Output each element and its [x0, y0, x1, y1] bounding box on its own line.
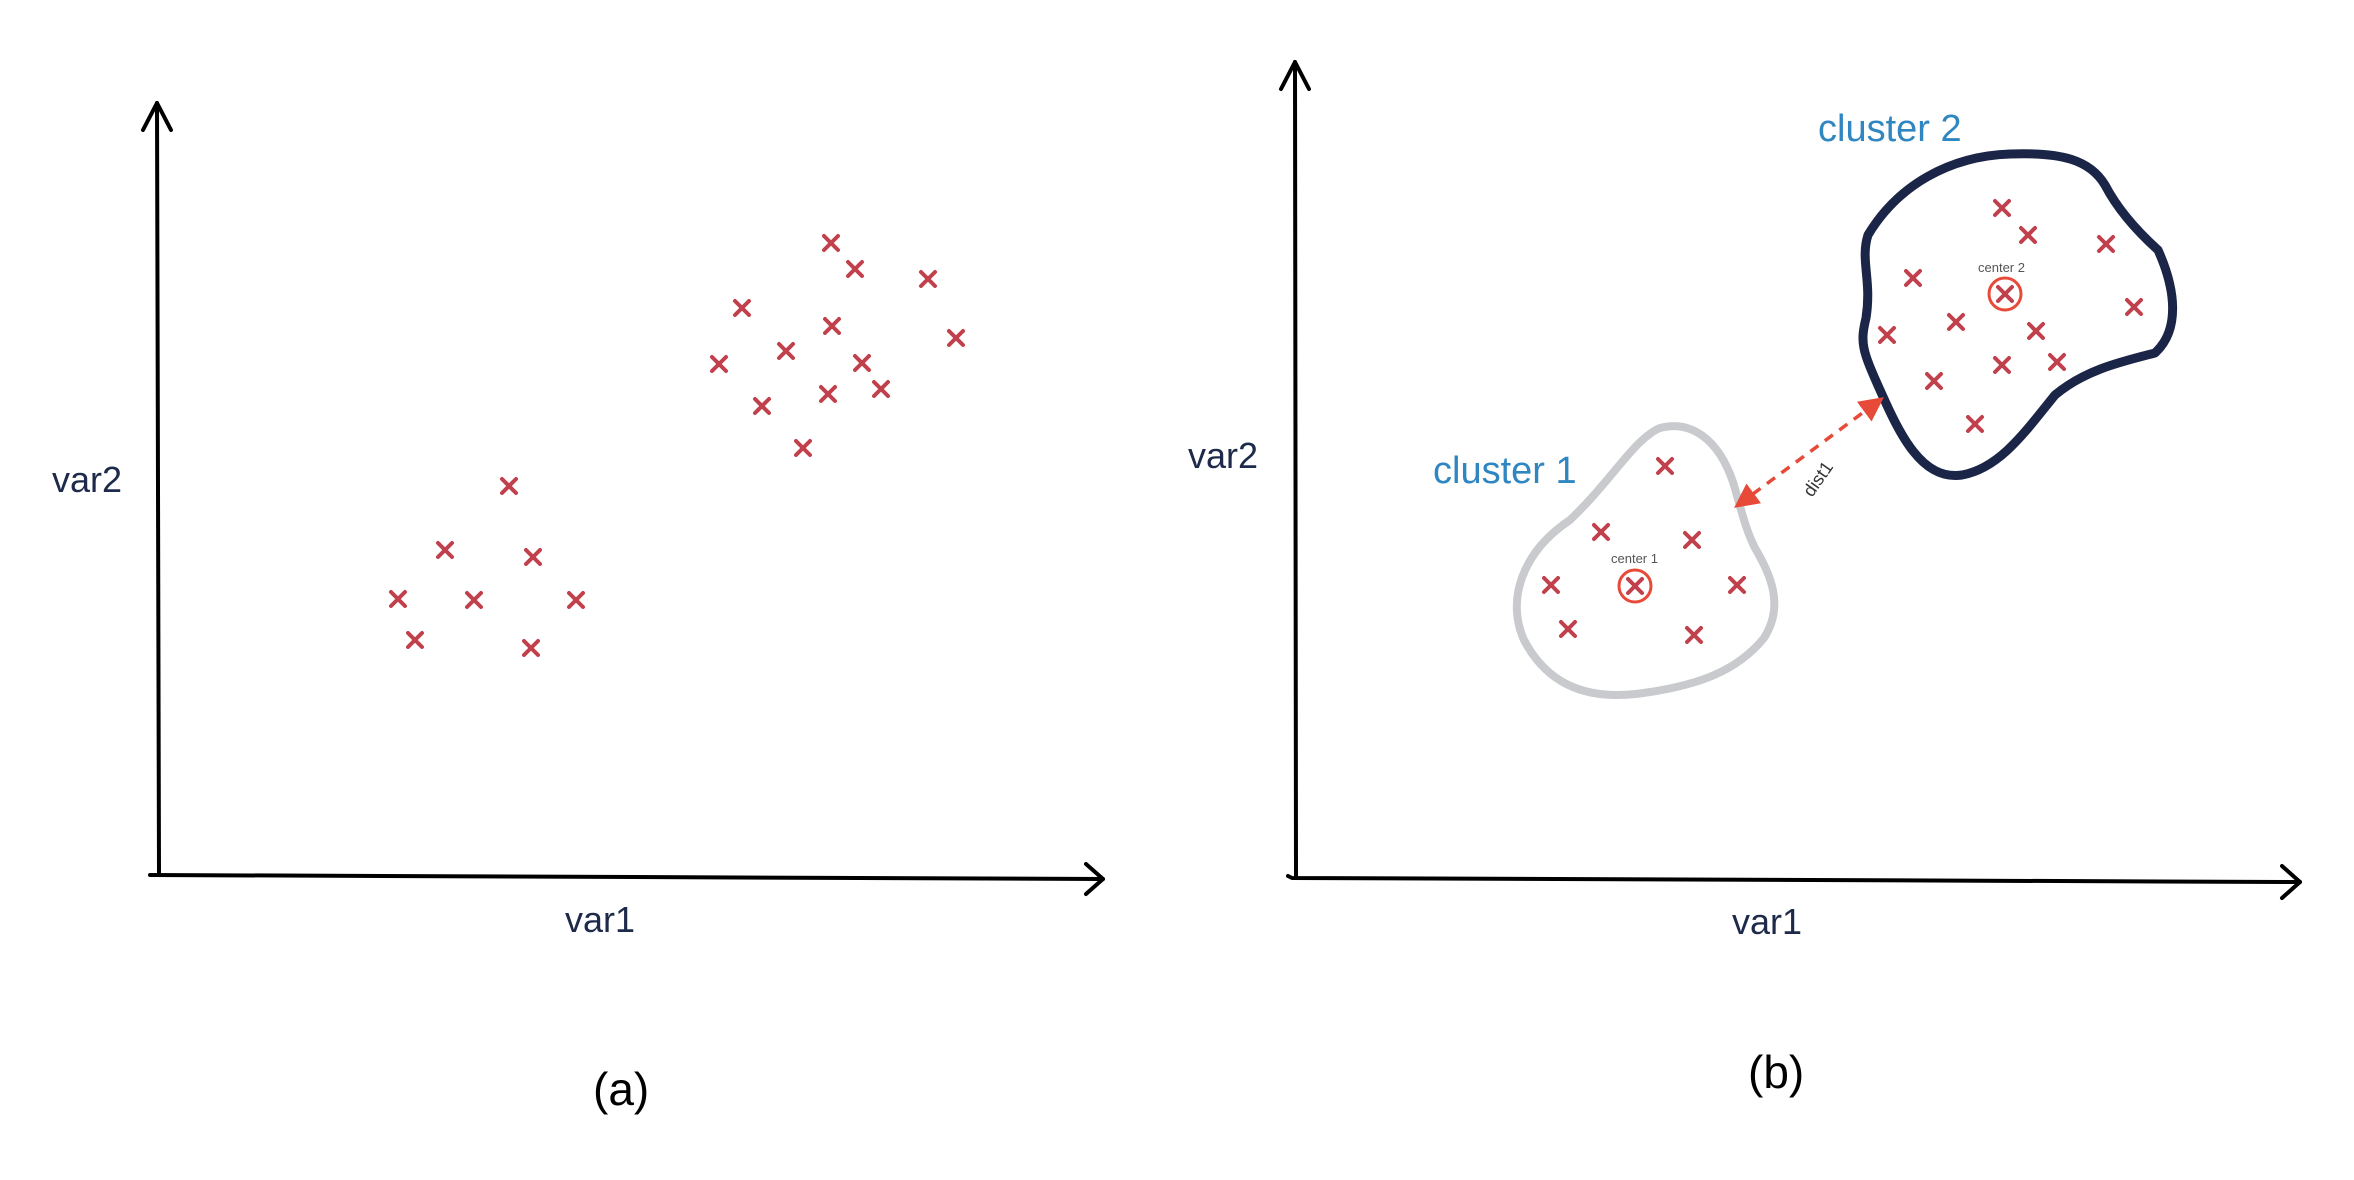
- data-point: [822, 234, 840, 252]
- data-point: [823, 317, 841, 335]
- cluster-1-points: [1542, 457, 1746, 644]
- panel-a-x-axis-label: var1: [565, 899, 635, 940]
- center-1-label: center 1: [1611, 551, 1658, 566]
- panel-a-x-arrowhead: [1084, 862, 1105, 896]
- distance-arrow: [1734, 397, 1884, 508]
- data-point: [567, 591, 585, 609]
- center-1-cross: [1626, 577, 1644, 595]
- cluster-1-outline: [1512, 422, 1779, 699]
- panel-a-points: [389, 234, 965, 657]
- panel-b-clustering: var2 var1 cluster 1 cluster 2 dist1 cent…: [1188, 60, 2302, 1098]
- cluster-1-point: [1728, 576, 1746, 594]
- center-1-marker: center 1: [1611, 551, 1658, 604]
- panel-a-y-axis-label: var2: [52, 459, 122, 500]
- cluster-1-point: [1656, 457, 1674, 475]
- cluster-2-point: [1878, 326, 1896, 344]
- panel-b-axes: [1279, 60, 2302, 900]
- center-2-ring: [1987, 276, 2023, 312]
- cluster-1-point: [1685, 626, 1703, 644]
- cluster-2-point: [2019, 226, 2037, 244]
- panel-b-y-axis: [1293, 60, 1298, 878]
- data-point: [753, 397, 771, 415]
- data-point: [524, 548, 542, 566]
- center-2-cross: [1996, 285, 2014, 303]
- center-1-point: [1626, 577, 1644, 595]
- data-point: [522, 639, 540, 657]
- center-1-ring: [1617, 568, 1653, 604]
- panel-b-x-axis: [1286, 874, 2302, 884]
- cluster-2-point: [1993, 199, 2011, 217]
- data-point: [500, 477, 518, 495]
- center-2-label: center 2: [1978, 260, 2025, 275]
- cluster-2-point: [2097, 235, 2115, 253]
- data-point: [819, 385, 837, 403]
- cluster-1-label: cluster 1: [1433, 450, 1577, 492]
- panel-b-x-axis-label: var1: [1732, 901, 1802, 942]
- panel-a-scatter: var2 var1 (a): [52, 101, 1105, 1115]
- center-2-marker: center 2: [1978, 260, 2025, 312]
- data-point: [436, 541, 454, 559]
- cluster-2-label: cluster 2: [1818, 108, 1962, 150]
- cluster-2-point: [1947, 313, 1965, 331]
- cluster-2-point: [1993, 356, 2011, 374]
- data-point: [947, 329, 965, 347]
- cluster-2-outline: [1858, 149, 2178, 480]
- cluster-1-point: [1559, 620, 1577, 638]
- data-point: [406, 631, 424, 649]
- panel-b-x-arrowhead: [2280, 864, 2302, 900]
- cluster-1-point: [1683, 531, 1701, 549]
- data-point: [389, 590, 407, 608]
- cluster-2-point: [2125, 298, 2143, 316]
- center-2-point: [1996, 285, 2014, 303]
- data-point: [777, 342, 795, 360]
- data-point: [733, 299, 751, 317]
- panel-b-y-axis-label: var2: [1188, 435, 1258, 476]
- panel-b-y-arrowhead: [1279, 60, 1311, 91]
- cluster-2-point: [1966, 415, 1984, 433]
- data-point: [794, 439, 812, 457]
- cluster-2-points: [1878, 199, 2143, 433]
- cluster-2-point: [1904, 269, 1922, 287]
- panel-a-caption: (a): [593, 1063, 649, 1115]
- data-point: [872, 380, 890, 398]
- panel-a-axes: [141, 101, 1105, 896]
- panel-a-y-axis: [155, 101, 161, 876]
- cluster-1-point: [1542, 576, 1560, 594]
- distance-label: dist1: [1799, 458, 1837, 501]
- panel-a-y-arrowhead: [141, 101, 173, 132]
- panel-a-x-axis: [148, 873, 1105, 881]
- cluster-2-point: [2027, 322, 2045, 340]
- cluster-2-point: [1925, 372, 1943, 390]
- cluster-2-point: [2048, 353, 2066, 371]
- data-point: [919, 270, 937, 288]
- data-point: [846, 260, 864, 278]
- data-point: [465, 591, 483, 609]
- panel-b-caption: (b): [1748, 1046, 1804, 1098]
- cluster-1-point: [1592, 523, 1610, 541]
- data-point: [710, 355, 728, 373]
- data-point: [853, 354, 871, 372]
